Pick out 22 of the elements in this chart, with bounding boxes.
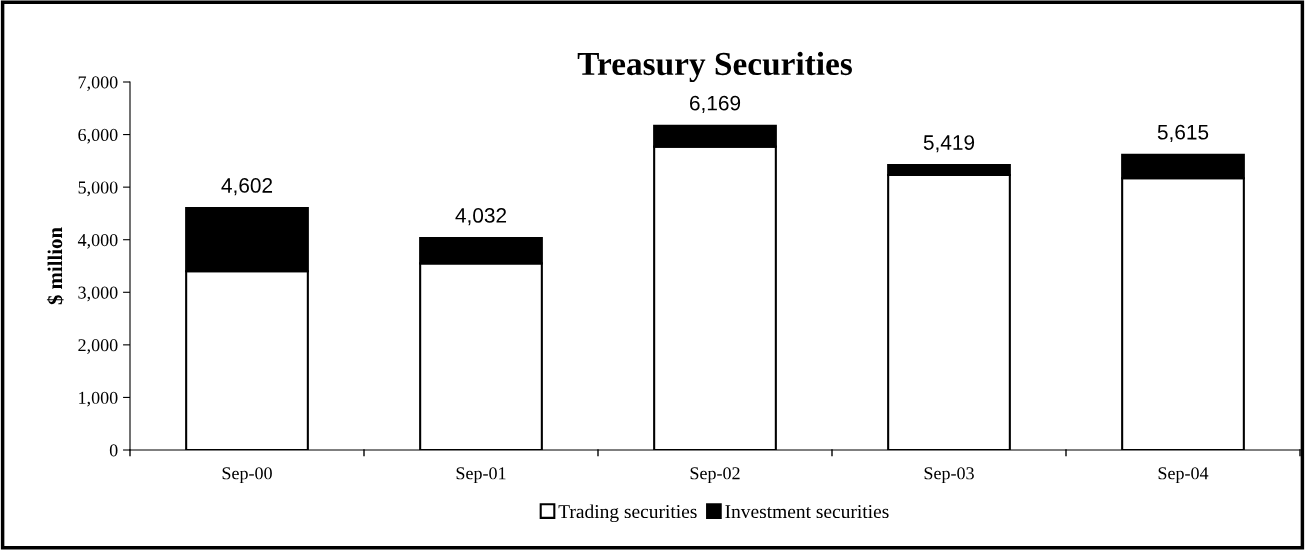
legend-label: Trading securities [558, 504, 697, 523]
total-label: 4,602 [221, 178, 273, 196]
total-label: 4,032 [455, 208, 507, 226]
legend-label: Investment securities [725, 505, 889, 519]
x-tick-label: Sep-01 [456, 467, 506, 484]
x-tick-label: Sep-03 [924, 467, 974, 484]
x-tick-label: Sep-04 [1158, 467, 1209, 484]
y-tick-label: 6,000 [78, 128, 118, 144]
y-axis-title: $ million [46, 227, 64, 305]
total-label: 5,615 [1157, 124, 1209, 143]
x-tick-label: Sep-02 [690, 467, 740, 484]
chart-title: Treasury Securities [577, 51, 852, 82]
y-tick-label: 2,000 [78, 339, 118, 354]
y-tick-label: 4,000 [77, 233, 118, 249]
y-tick-label: 1,000 [79, 391, 118, 407]
total-label: 5,419 [923, 135, 975, 153]
y-tick-label: 7,000 [78, 76, 118, 92]
y-tick-label: 3,000 [78, 286, 118, 302]
y-tick-label: 0 [109, 444, 118, 457]
x-tick-label: Sep-00 [222, 467, 272, 484]
y-tick-label: 5,000 [78, 181, 118, 197]
total-label: 6,169 [689, 95, 741, 113]
